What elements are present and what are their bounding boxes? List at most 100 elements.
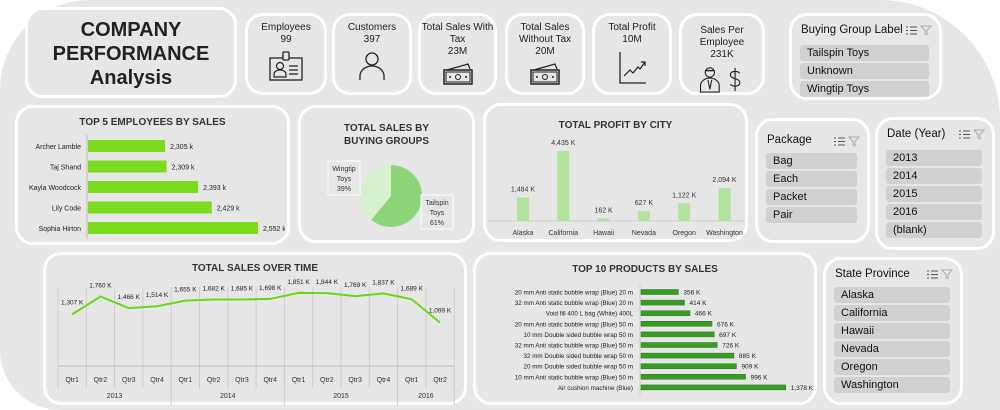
slicer-item-2015[interactable]: 2015 <box>886 186 982 202</box>
slicer-item-pair[interactable]: Pair <box>766 207 857 223</box>
category-label: 20 mm Anti static bubble wrap (Blue) 20 … <box>515 290 633 297</box>
cash-icon <box>442 63 473 85</box>
kpi-value: 20M <box>535 46 555 57</box>
category-label: Oregon <box>673 230 696 237</box>
clear-filter-icon[interactable] <box>940 269 953 280</box>
bar <box>88 201 212 214</box>
data-label: 1,698 K <box>259 285 282 292</box>
data-label: 1,122 K <box>672 192 696 199</box>
sales-by-buying-group-chart: TOTAL SALES BY BUYING GROUPS Tailspin Toy… <box>298 105 475 243</box>
kpi-value: 397 <box>363 34 381 45</box>
slicer-item-hawaii[interactable]: Hawaii <box>834 323 950 339</box>
data-label: 996 K <box>751 374 769 381</box>
slicer-item-blank[interactable]: (blank) <box>886 222 982 238</box>
slicer-title: State Province <box>835 268 910 280</box>
bar <box>637 211 650 221</box>
slicer-item-each[interactable]: Each <box>766 171 857 187</box>
data-label: 2,429 k <box>217 206 240 213</box>
bar <box>557 151 570 221</box>
category-label: 10 mm Anti static bubble wrap (Blue) 50 … <box>515 374 633 381</box>
multi-select-icon[interactable] <box>927 270 938 279</box>
data-label: 627 K <box>635 200 654 207</box>
data-label: 1,484 K <box>511 187 535 194</box>
kpi-label: Total Sales With Tax <box>421 22 494 45</box>
slicer-item-alaska[interactable]: Alaska <box>834 287 950 303</box>
bar <box>517 197 529 221</box>
data-label: 1,689 K <box>401 285 424 292</box>
category-label: California <box>549 230 579 237</box>
id-badge-icon <box>269 51 303 81</box>
slicer-package: Package Bag Each Packet Pair <box>755 118 870 243</box>
top5-employees-chart: TOP 5 EMPLOYEES BY SALES Archer Lamble 2,… <box>15 105 290 245</box>
slicer-item-wingtip-toys[interactable]: Wingtip Toys <box>800 81 929 97</box>
pie-label: Wingtip <box>332 166 355 173</box>
slicer-item-bag[interactable]: Bag <box>766 153 857 169</box>
data-label: 1,466 K <box>118 294 141 301</box>
bar <box>640 299 685 306</box>
multi-select-icon[interactable] <box>959 130 970 139</box>
data-label: 2,309 k <box>172 165 195 172</box>
bar <box>640 352 735 359</box>
chart-title: TOP 10 PRODUCTS BY SALES <box>572 264 718 275</box>
slicer-title: Buying Group Label <box>801 24 903 36</box>
data-label: 726 K <box>722 343 740 350</box>
line-plot: 2013 2014 2015 2016 1,307 K Qtr1 1,760 K Qtr2 1,… <box>57 279 455 405</box>
slicer-toolbar <box>927 269 953 280</box>
kpi-label: Sales Per Employee <box>699 25 745 48</box>
bar <box>88 181 199 193</box>
kpi-label: Total Sales Without Tax <box>518 22 572 45</box>
year-label: 2013 <box>107 393 123 400</box>
quarter-label: Qtr3 <box>235 377 249 384</box>
category-label: Kayla Woodcock <box>29 185 82 192</box>
slicer-item-washington[interactable]: Washington <box>834 377 950 393</box>
data-label: 2,393 k <box>203 185 226 192</box>
products-bar-plot: 20 mm Anti static bubble wrap (Blue) 20 … <box>515 285 814 395</box>
person-icon <box>359 52 385 80</box>
data-label: 1,514 K <box>146 292 169 299</box>
category-label: Air cushion machine (Blue) <box>558 385 633 392</box>
employee-dollar-icon <box>699 67 741 93</box>
quarter-label: Qtr4 <box>263 377 277 384</box>
sales-line <box>71 291 441 324</box>
data-label: 697 K <box>719 332 737 339</box>
slicer-state-province: State Province Alaska California Hawaii … <box>823 257 963 405</box>
category-label: 32 mm Anti static bubble wrap (Blue) 20 … <box>515 300 633 307</box>
quarter-label: Qtr2 <box>94 377 108 384</box>
category-label: 20 mm Double sided bubble wrap 50 m <box>523 364 633 371</box>
clear-filter-icon[interactable] <box>847 136 860 147</box>
pie-percent: 39% <box>337 186 351 193</box>
slicer-item-oregon[interactable]: Oregon <box>834 359 950 375</box>
category-label: Nevada <box>632 230 656 237</box>
clear-filter-icon[interactable] <box>972 129 985 140</box>
bar <box>640 374 746 380</box>
cash-icon <box>530 63 560 85</box>
clear-filter-icon[interactable] <box>919 25 932 36</box>
multi-select-icon[interactable] <box>834 137 845 146</box>
slicer-item-2014[interactable]: 2014 <box>886 168 982 184</box>
slicer-item-tailspin-toys[interactable]: Tailspin Toys <box>800 45 929 61</box>
bar <box>88 160 167 173</box>
pie-label: Tailspin <box>425 200 448 207</box>
pie-label: Toys <box>430 210 445 217</box>
year-label: 2015 <box>333 393 349 400</box>
quarter-label: Qtr1 <box>405 377 419 384</box>
slicer-item-nevada[interactable]: Nevada <box>834 341 950 357</box>
slicer-buying-group: Buying Group Label Tailspin Toys Unknown… <box>789 13 942 100</box>
data-label: 1,769 K <box>344 282 367 289</box>
pie-label: Toys <box>337 176 352 183</box>
kpi-total-sales-with-tax: Total Sales With Tax 23M <box>418 13 497 95</box>
slicer-item-2013[interactable]: 2013 <box>886 150 982 166</box>
slicer-item-california[interactable]: California <box>834 305 950 321</box>
chart-title: TOTAL SALES BY BUYING GROUPS <box>343 123 429 147</box>
slicer-item-unknown[interactable]: Unknown <box>800 63 929 79</box>
kpi-total-profit: Total Profit 10M <box>592 13 672 95</box>
kpi-customers: Customers 397 <box>332 13 412 95</box>
kpi-label: Customers <box>347 22 397 33</box>
year-label: 2014 <box>220 393 236 400</box>
slicer-item-packet[interactable]: Packet <box>766 189 857 205</box>
slicer-item-2016[interactable]: 2016 <box>886 204 982 220</box>
quarter-label: Qtr2 <box>320 377 334 384</box>
quarter-label: Qtr1 <box>292 377 306 384</box>
multi-select-icon[interactable] <box>906 26 917 35</box>
bar <box>88 222 258 234</box>
